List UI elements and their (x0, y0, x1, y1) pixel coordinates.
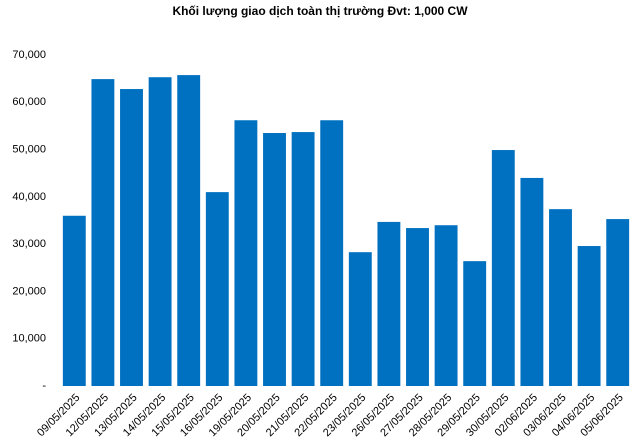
bar (434, 225, 458, 386)
bar (234, 120, 258, 387)
bar (549, 209, 572, 386)
bar (320, 120, 344, 387)
bar (177, 75, 201, 386)
bar (606, 219, 630, 386)
bar (62, 215, 86, 386)
bar (463, 261, 487, 386)
bar (348, 252, 372, 386)
y-tick-label: 60,000 (12, 96, 46, 108)
bar (148, 77, 172, 386)
chart-title: Khối lượng giao dịch toàn thị trường Đvt… (172, 4, 468, 18)
bar (406, 228, 429, 386)
y-tick-label: 70,000 (12, 49, 46, 61)
bar (205, 192, 229, 386)
y-tick-label: 30,000 (12, 238, 46, 250)
bar (491, 150, 515, 386)
bar (377, 221, 401, 386)
y-tick-label: 20,000 (12, 285, 46, 297)
bar (577, 246, 601, 386)
y-tick-label: - (42, 380, 46, 392)
bar (120, 89, 143, 386)
bar (263, 133, 286, 386)
y-tick-label: 10,000 (12, 333, 46, 345)
bar (291, 132, 315, 386)
y-tick-label: 50,000 (12, 143, 46, 155)
y-tick-label: 40,000 (12, 191, 46, 203)
bar (520, 177, 544, 386)
bar (91, 79, 115, 386)
